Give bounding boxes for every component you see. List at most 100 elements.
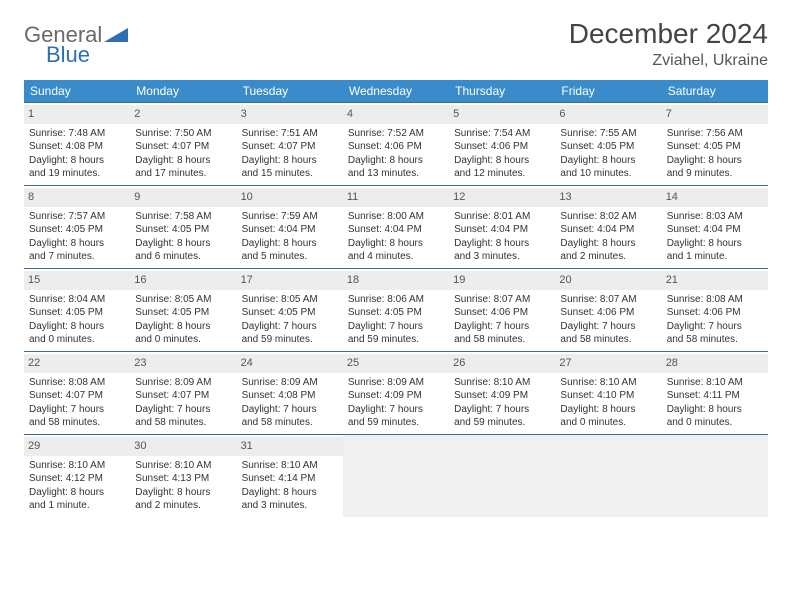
day-number: 19 [449,271,555,290]
weekday-label: Monday [130,80,236,102]
sunset-text: Sunset: 4:11 PM [667,389,763,403]
sunset-text: Sunset: 4:08 PM [29,140,125,154]
daylight-text: and 2 minutes. [560,250,656,264]
sunrise-text: Sunrise: 8:06 AM [348,293,444,307]
day-cell [662,435,768,517]
daylight-text: Daylight: 7 hours [454,403,550,417]
sunrise-text: Sunrise: 8:09 AM [242,376,338,390]
day-cell: 17Sunrise: 8:05 AMSunset: 4:05 PMDayligh… [237,269,343,351]
sunset-text: Sunset: 4:09 PM [348,389,444,403]
daylight-text: Daylight: 8 hours [454,154,550,168]
sunset-text: Sunset: 4:13 PM [135,472,231,486]
daylight-text: and 58 minutes. [135,416,231,430]
day-number: 4 [343,105,449,124]
daylight-text: and 3 minutes. [242,499,338,513]
sunrise-text: Sunrise: 8:10 AM [667,376,763,390]
day-cell: 5Sunrise: 7:54 AMSunset: 4:06 PMDaylight… [449,103,555,185]
daylight-text: and 58 minutes. [29,416,125,430]
sunset-text: Sunset: 4:05 PM [242,306,338,320]
day-number: 16 [130,271,236,290]
daylight-text: and 59 minutes. [242,333,338,347]
day-cell: 22Sunrise: 8:08 AMSunset: 4:07 PMDayligh… [24,352,130,434]
day-cell: 16Sunrise: 8:05 AMSunset: 4:05 PMDayligh… [130,269,236,351]
weekday-label: Saturday [662,80,768,102]
daylight-text: Daylight: 8 hours [454,237,550,251]
day-number: 14 [662,188,768,207]
day-cell: 21Sunrise: 8:08 AMSunset: 4:06 PMDayligh… [662,269,768,351]
sunrise-text: Sunrise: 8:05 AM [135,293,231,307]
daylight-text: Daylight: 8 hours [135,320,231,334]
daylight-text: Daylight: 8 hours [667,154,763,168]
sunrise-text: Sunrise: 7:54 AM [454,127,550,141]
day-number: 9 [130,188,236,207]
day-number: 1 [24,105,130,124]
sunset-text: Sunset: 4:06 PM [348,140,444,154]
sunset-text: Sunset: 4:07 PM [242,140,338,154]
brand-logo: General Blue [24,18,128,68]
sunrise-text: Sunrise: 8:07 AM [454,293,550,307]
daylight-text: Daylight: 8 hours [560,237,656,251]
daylight-text: and 13 minutes. [348,167,444,181]
day-cell: 9Sunrise: 7:58 AMSunset: 4:05 PMDaylight… [130,186,236,268]
weekday-row: SundayMondayTuesdayWednesdayThursdayFrid… [24,80,768,102]
sunset-text: Sunset: 4:05 PM [560,140,656,154]
sunset-text: Sunset: 4:06 PM [667,306,763,320]
sunrise-text: Sunrise: 8:10 AM [135,459,231,473]
calendar: SundayMondayTuesdayWednesdayThursdayFrid… [24,80,768,517]
daylight-text: Daylight: 8 hours [242,237,338,251]
day-number: 30 [130,437,236,456]
week-row: 8Sunrise: 7:57 AMSunset: 4:05 PMDaylight… [24,185,768,268]
sunset-text: Sunset: 4:07 PM [29,389,125,403]
day-number: 17 [237,271,343,290]
sunrise-text: Sunrise: 8:09 AM [135,376,231,390]
sunrise-text: Sunrise: 8:07 AM [560,293,656,307]
daylight-text: Daylight: 7 hours [348,403,444,417]
daylight-text: Daylight: 7 hours [454,320,550,334]
day-cell [343,435,449,517]
daylight-text: and 1 minute. [667,250,763,264]
daylight-text: and 0 minutes. [29,333,125,347]
sunrise-text: Sunrise: 7:56 AM [667,127,763,141]
day-number: 18 [343,271,449,290]
day-number: 27 [555,354,661,373]
sunset-text: Sunset: 4:04 PM [242,223,338,237]
day-number: 10 [237,188,343,207]
day-number: 20 [555,271,661,290]
daylight-text: and 58 minutes. [242,416,338,430]
day-cell: 15Sunrise: 8:04 AMSunset: 4:05 PMDayligh… [24,269,130,351]
brand-blue: Blue [46,42,128,68]
day-cell: 19Sunrise: 8:07 AMSunset: 4:06 PMDayligh… [449,269,555,351]
day-cell: 26Sunrise: 8:10 AMSunset: 4:09 PMDayligh… [449,352,555,434]
sunrise-text: Sunrise: 7:52 AM [348,127,444,141]
day-cell: 23Sunrise: 8:09 AMSunset: 4:07 PMDayligh… [130,352,236,434]
daylight-text: Daylight: 7 hours [348,320,444,334]
sunrise-text: Sunrise: 8:10 AM [454,376,550,390]
sunrise-text: Sunrise: 8:04 AM [29,293,125,307]
daylight-text: Daylight: 8 hours [242,154,338,168]
sunrise-text: Sunrise: 8:01 AM [454,210,550,224]
sunset-text: Sunset: 4:14 PM [242,472,338,486]
day-number: 23 [130,354,236,373]
sunrise-text: Sunrise: 8:09 AM [348,376,444,390]
daylight-text: and 19 minutes. [29,167,125,181]
sunrise-text: Sunrise: 8:10 AM [29,459,125,473]
sunrise-text: Sunrise: 8:08 AM [29,376,125,390]
week-row: 29Sunrise: 8:10 AMSunset: 4:12 PMDayligh… [24,434,768,517]
daylight-text: and 7 minutes. [29,250,125,264]
daylight-text: and 0 minutes. [135,333,231,347]
day-number: 5 [449,105,555,124]
day-cell: 1Sunrise: 7:48 AMSunset: 4:08 PMDaylight… [24,103,130,185]
weekday-label: Tuesday [237,80,343,102]
day-number: 8 [24,188,130,207]
sunrise-text: Sunrise: 7:51 AM [242,127,338,141]
daylight-text: and 12 minutes. [454,167,550,181]
daylight-text: Daylight: 8 hours [29,154,125,168]
daylight-text: and 3 minutes. [454,250,550,264]
daylight-text: and 58 minutes. [560,333,656,347]
sunset-text: Sunset: 4:04 PM [454,223,550,237]
daylight-text: and 59 minutes. [454,416,550,430]
daylight-text: and 59 minutes. [348,416,444,430]
weekday-label: Friday [555,80,661,102]
sunset-text: Sunset: 4:04 PM [560,223,656,237]
daylight-text: Daylight: 7 hours [29,403,125,417]
